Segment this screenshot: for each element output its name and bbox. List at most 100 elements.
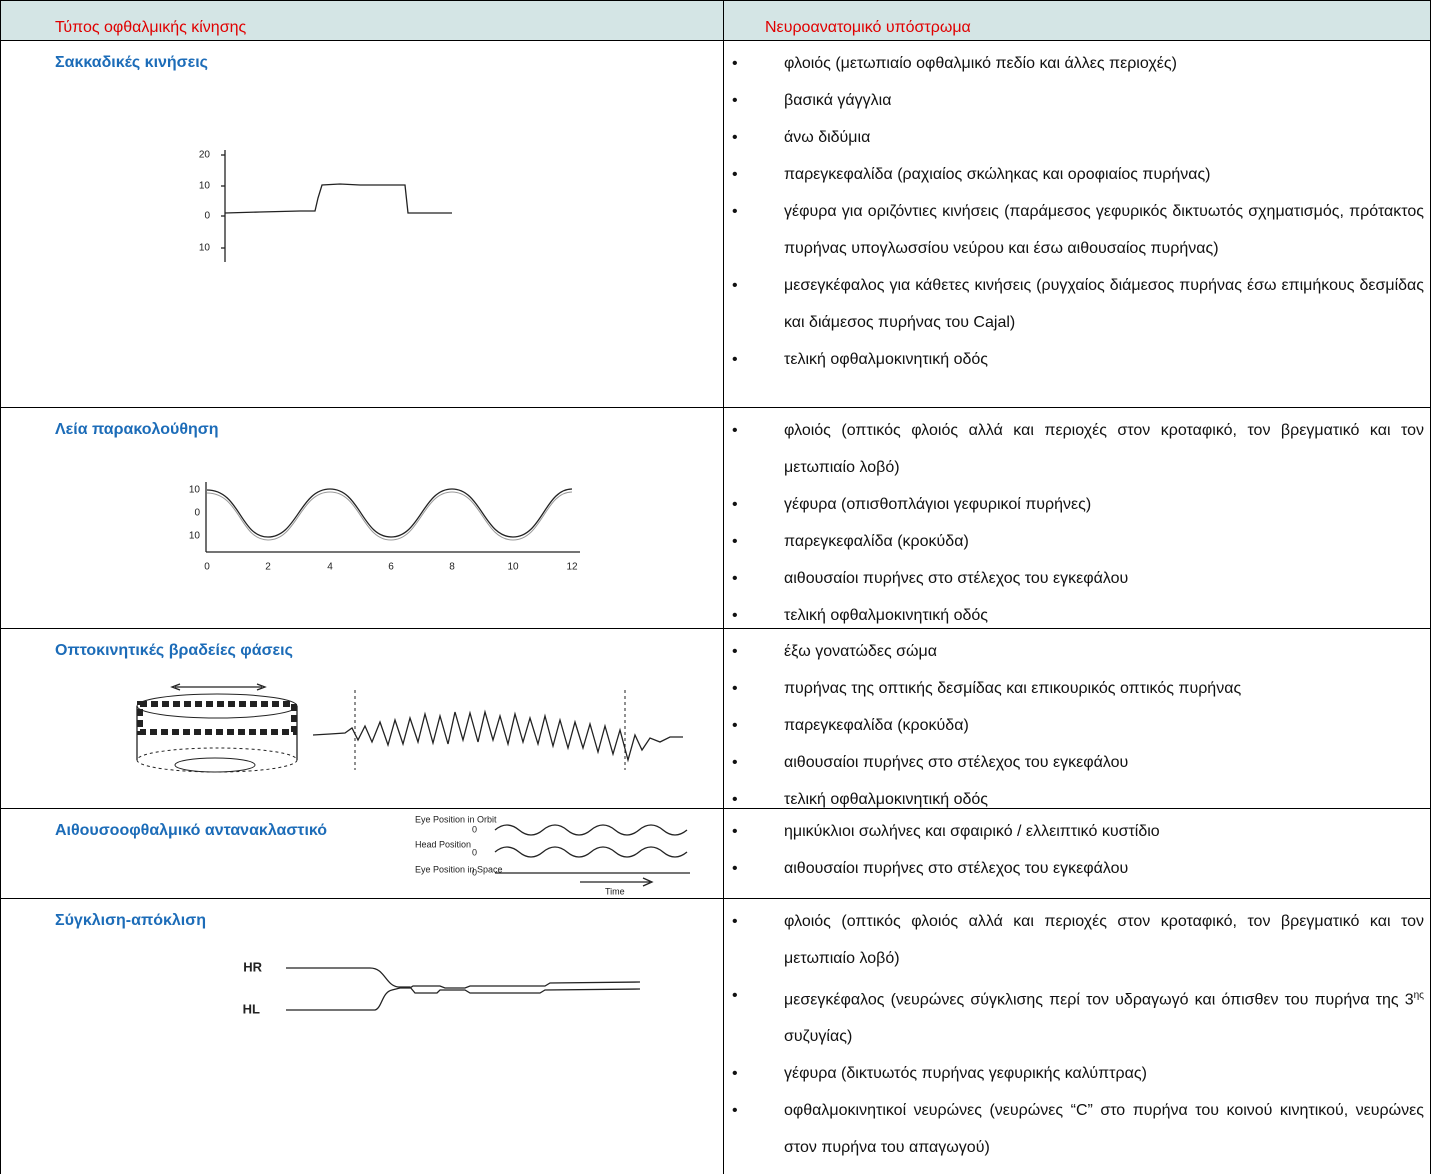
bullet: •	[724, 82, 784, 119]
left-cell: Αιθουσοοφθαλμικό αντανακλαστικό	[1, 809, 724, 899]
left-cell: Λεία παρακολούθηση	[1, 408, 724, 629]
item-text: πυρήνας της οπτικής δεσμίδας και επικουρ…	[784, 670, 1424, 707]
item-text: οφθαλμοκινητικοί νευρώνες (νευρώνες “C” …	[784, 1092, 1424, 1166]
bullet: •	[724, 193, 784, 267]
list-item: •αιθουσαίοι πυρήνες στο στέλεχος του εγκ…	[724, 744, 1424, 781]
item-list: •ημικύκλιοι σωλήνες και σφαιρικό / ελλει…	[724, 809, 1430, 899]
table-row: Οπτοκινητικές βραδείες φάσεις•έξω γονατώ…	[0, 628, 1431, 809]
list-item: •γέφυρα για οριζόντιες κινήσεις (παράμεσ…	[724, 193, 1424, 267]
right-cell: •έξω γονατώδες σώμα•πυρήνας της οπτικής …	[724, 629, 1430, 809]
item-list: •φλοιός (οπτικός φλοιός αλλά και περιοχέ…	[724, 408, 1430, 629]
superscript: ης	[1414, 990, 1424, 1001]
bullet: •	[724, 1055, 784, 1092]
header-cell: Τύπος οφθαλμικής κίνησης	[1, 1, 724, 41]
list-item: •παρεγκεφαλίδα (ραχιαίος σκώληκας και ορ…	[724, 156, 1424, 193]
item-text: άνω διδύμια	[784, 119, 1424, 156]
row-title: Λεία παρακολούθηση	[55, 420, 218, 440]
list-item: •παρεγκεφαλίδα (κροκύδα)	[724, 523, 1424, 560]
left-cell: Οπτοκινητικές βραδείες φάσεις	[1, 629, 724, 809]
item-text: έξω γονατώδες σώμα	[784, 633, 1424, 670]
bullet: •	[724, 670, 784, 707]
header-row: Τύπος οφθαλμικής κίνησης Νευροανατομικό υ…	[0, 0, 1431, 41]
row-title: Οπτοκινητικές βραδείες φάσεις	[55, 641, 293, 661]
list-item: •φλοιός (οπτικός φλοιός αλλά και περιοχέ…	[724, 412, 1424, 486]
document: Τύπος οφθαλμικής κίνησης Νευροανατομικό υ…	[0, 0, 1431, 1174]
list-item: •ημικύκλιοι σωλήνες και σφαιρικό / ελλει…	[724, 813, 1424, 850]
left-cell: Σακκαδικές κινήσεις	[1, 41, 724, 408]
right-cell: •ημικύκλιοι σωλήνες και σφαιρικό / ελλει…	[724, 809, 1430, 899]
row-title: Αιθουσοοφθαλμικό αντανακλαστικό	[55, 821, 327, 841]
bullet: •	[724, 903, 784, 977]
item-text: μεσεγκέφαλος (νευρώνες σύγκλισης περί το…	[784, 977, 1424, 1055]
list-item: •γέφυρα (οπισθοπλάγιοι γεφυρικοί πυρήνες…	[724, 486, 1424, 523]
item-text: παρεγκεφαλίδα (ραχιαίος σκώληκας και ορο…	[784, 156, 1424, 193]
bullet: •	[724, 1092, 784, 1166]
header-text: Τύπος οφθαλμικής κίνησης	[55, 19, 246, 37]
item-text-part: συζυγίας)	[784, 1028, 852, 1045]
item-text: παρεγκεφαλίδα (κροκύδα)	[784, 523, 1424, 560]
bullet: •	[724, 267, 784, 341]
list-item: •αιθουσαίοι πυρήνες στο στέλεχος του εγκ…	[724, 560, 1424, 597]
header-text: Νευροανατομικό υπόστρωμα	[765, 19, 971, 37]
row-title: Σύγκλιση-απόκλιση	[55, 911, 206, 931]
row-title: Σακκαδικές κινήσεις	[55, 53, 208, 73]
item-text: ημικύκλιοι σωλήνες και σφαιρικό / ελλειπ…	[784, 813, 1424, 850]
bullet: •	[724, 119, 784, 156]
bullet: •	[724, 523, 784, 560]
bullet: •	[724, 850, 784, 887]
item-text: παρεγκεφαλίδα (κροκύδα)	[784, 707, 1424, 744]
list-item: •τελική οφθαλμοκινητική οδός	[724, 341, 1424, 378]
list-item: •μεσεγκέφαλος (νευρώνες σύγκλισης περί τ…	[724, 977, 1424, 1055]
header-cell: Νευροανατομικό υπόστρωμα	[724, 1, 1430, 41]
table-row: Αιθουσοοφθαλμικό αντανακλαστικό •ημικύκλι…	[0, 808, 1431, 899]
item-text: γέφυρα (οπισθοπλάγιοι γεφυρικοί πυρήνες)	[784, 486, 1424, 523]
bullet: •	[724, 707, 784, 744]
list-item: •έξω γονατώδες σώμα	[724, 633, 1424, 670]
item-text: τελική οφθαλμοκινητική οδός	[784, 781, 1424, 809]
bullet: •	[724, 45, 784, 82]
bullet: •	[724, 560, 784, 597]
item-text: βασικά γάγγλια	[784, 82, 1424, 119]
item-text: τελική οφθαλμοκινητική οδός	[784, 597, 1424, 629]
item-text: φλοιός (μετωπιαίο οφθαλμικό πεδίο και άλ…	[784, 45, 1424, 82]
item-text: μεσεγκέφαλος για κάθετες κινήσεις (ρυγχα…	[784, 267, 1424, 341]
item-text: γέφυρα (δικτυωτός πυρήνας γεφυρικής καλύ…	[784, 1055, 1424, 1092]
list-item: •πυρήνας της οπτικής δεσμίδας και επικου…	[724, 670, 1424, 707]
list-item: •άνω διδύμια	[724, 119, 1424, 156]
list-item: •μεσεγκέφαλος για κάθετες κινήσεις (ρυγχ…	[724, 267, 1424, 341]
bullet: •	[724, 813, 784, 850]
page: Τύπος οφθαλμικής κίνησης Νευροανατομικό υ…	[0, 0, 1431, 1174]
right-cell: •φλοιός (μετωπιαίο οφθαλμικό πεδίο και ά…	[724, 41, 1430, 408]
bullet: •	[724, 341, 784, 378]
item-text: αιθουσαίοι πυρήνες στο στέλεχος του εγκε…	[784, 744, 1424, 781]
bullet: •	[724, 781, 784, 809]
item-list: •έξω γονατώδες σώμα•πυρήνας της οπτικής …	[724, 629, 1430, 809]
list-item: •τελική οφθαλμοκινητική οδός	[724, 597, 1424, 629]
bullet: •	[724, 486, 784, 523]
list-item: •γέφυρα (δικτυωτός πυρήνας γεφυρικής καλ…	[724, 1055, 1424, 1092]
item-list: •φλοιός (μετωπιαίο οφθαλμικό πεδίο και ά…	[724, 41, 1430, 378]
bullet: •	[724, 977, 784, 1055]
list-item: •τελική οφθαλμοκινητική οδός	[724, 781, 1424, 809]
item-text: αιθουσαίοι πυρήνες στο στέλεχος του εγκε…	[784, 560, 1424, 597]
list-item: •οφθαλμοκινητικοί νευρώνες (νευρώνες “C”…	[724, 1092, 1424, 1166]
bullet: •	[724, 744, 784, 781]
bullet: •	[724, 156, 784, 193]
item-text: τελική οφθαλμοκινητική οδός	[784, 341, 1424, 378]
item-text-part: μεσεγκέφαλος (νευρώνες σύγκλισης περί το…	[784, 991, 1414, 1008]
item-text: αιθουσαίοι πυρήνες στο στέλεχος του εγκε…	[784, 850, 1424, 887]
list-item: •βασικά γάγγλια	[724, 82, 1424, 119]
bullet: •	[724, 597, 784, 629]
item-list: •φλοιός (οπτικός φλοιός αλλά και περιοχέ…	[724, 899, 1430, 1166]
bullet: •	[724, 412, 784, 486]
item-text: φλοιός (οπτικός φλοιός αλλά και περιοχές…	[784, 903, 1424, 977]
item-text: γέφυρα για οριζόντιες κινήσεις (παράμεσο…	[784, 193, 1424, 267]
right-cell: •φλοιός (οπτικός φλοιός αλλά και περιοχέ…	[724, 899, 1430, 1174]
table-row: Λεία παρακολούθηση •φλοιός (οπτικός φλοιό…	[0, 407, 1431, 629]
right-cell: •φλοιός (οπτικός φλοιός αλλά και περιοχέ…	[724, 408, 1430, 629]
table-row: Σακκαδικές κινήσεις•φλοιός (μετωπιαίο οφ…	[0, 40, 1431, 408]
table-row: Σύγκλιση-απόκλιση•φλοιός (οπτικός φλοιός…	[0, 898, 1431, 1174]
list-item: •παρεγκεφαλίδα (κροκύδα)	[724, 707, 1424, 744]
bullet: •	[724, 633, 784, 670]
list-item: •φλοιός (μετωπιαίο οφθαλμικό πεδίο και ά…	[724, 45, 1424, 82]
